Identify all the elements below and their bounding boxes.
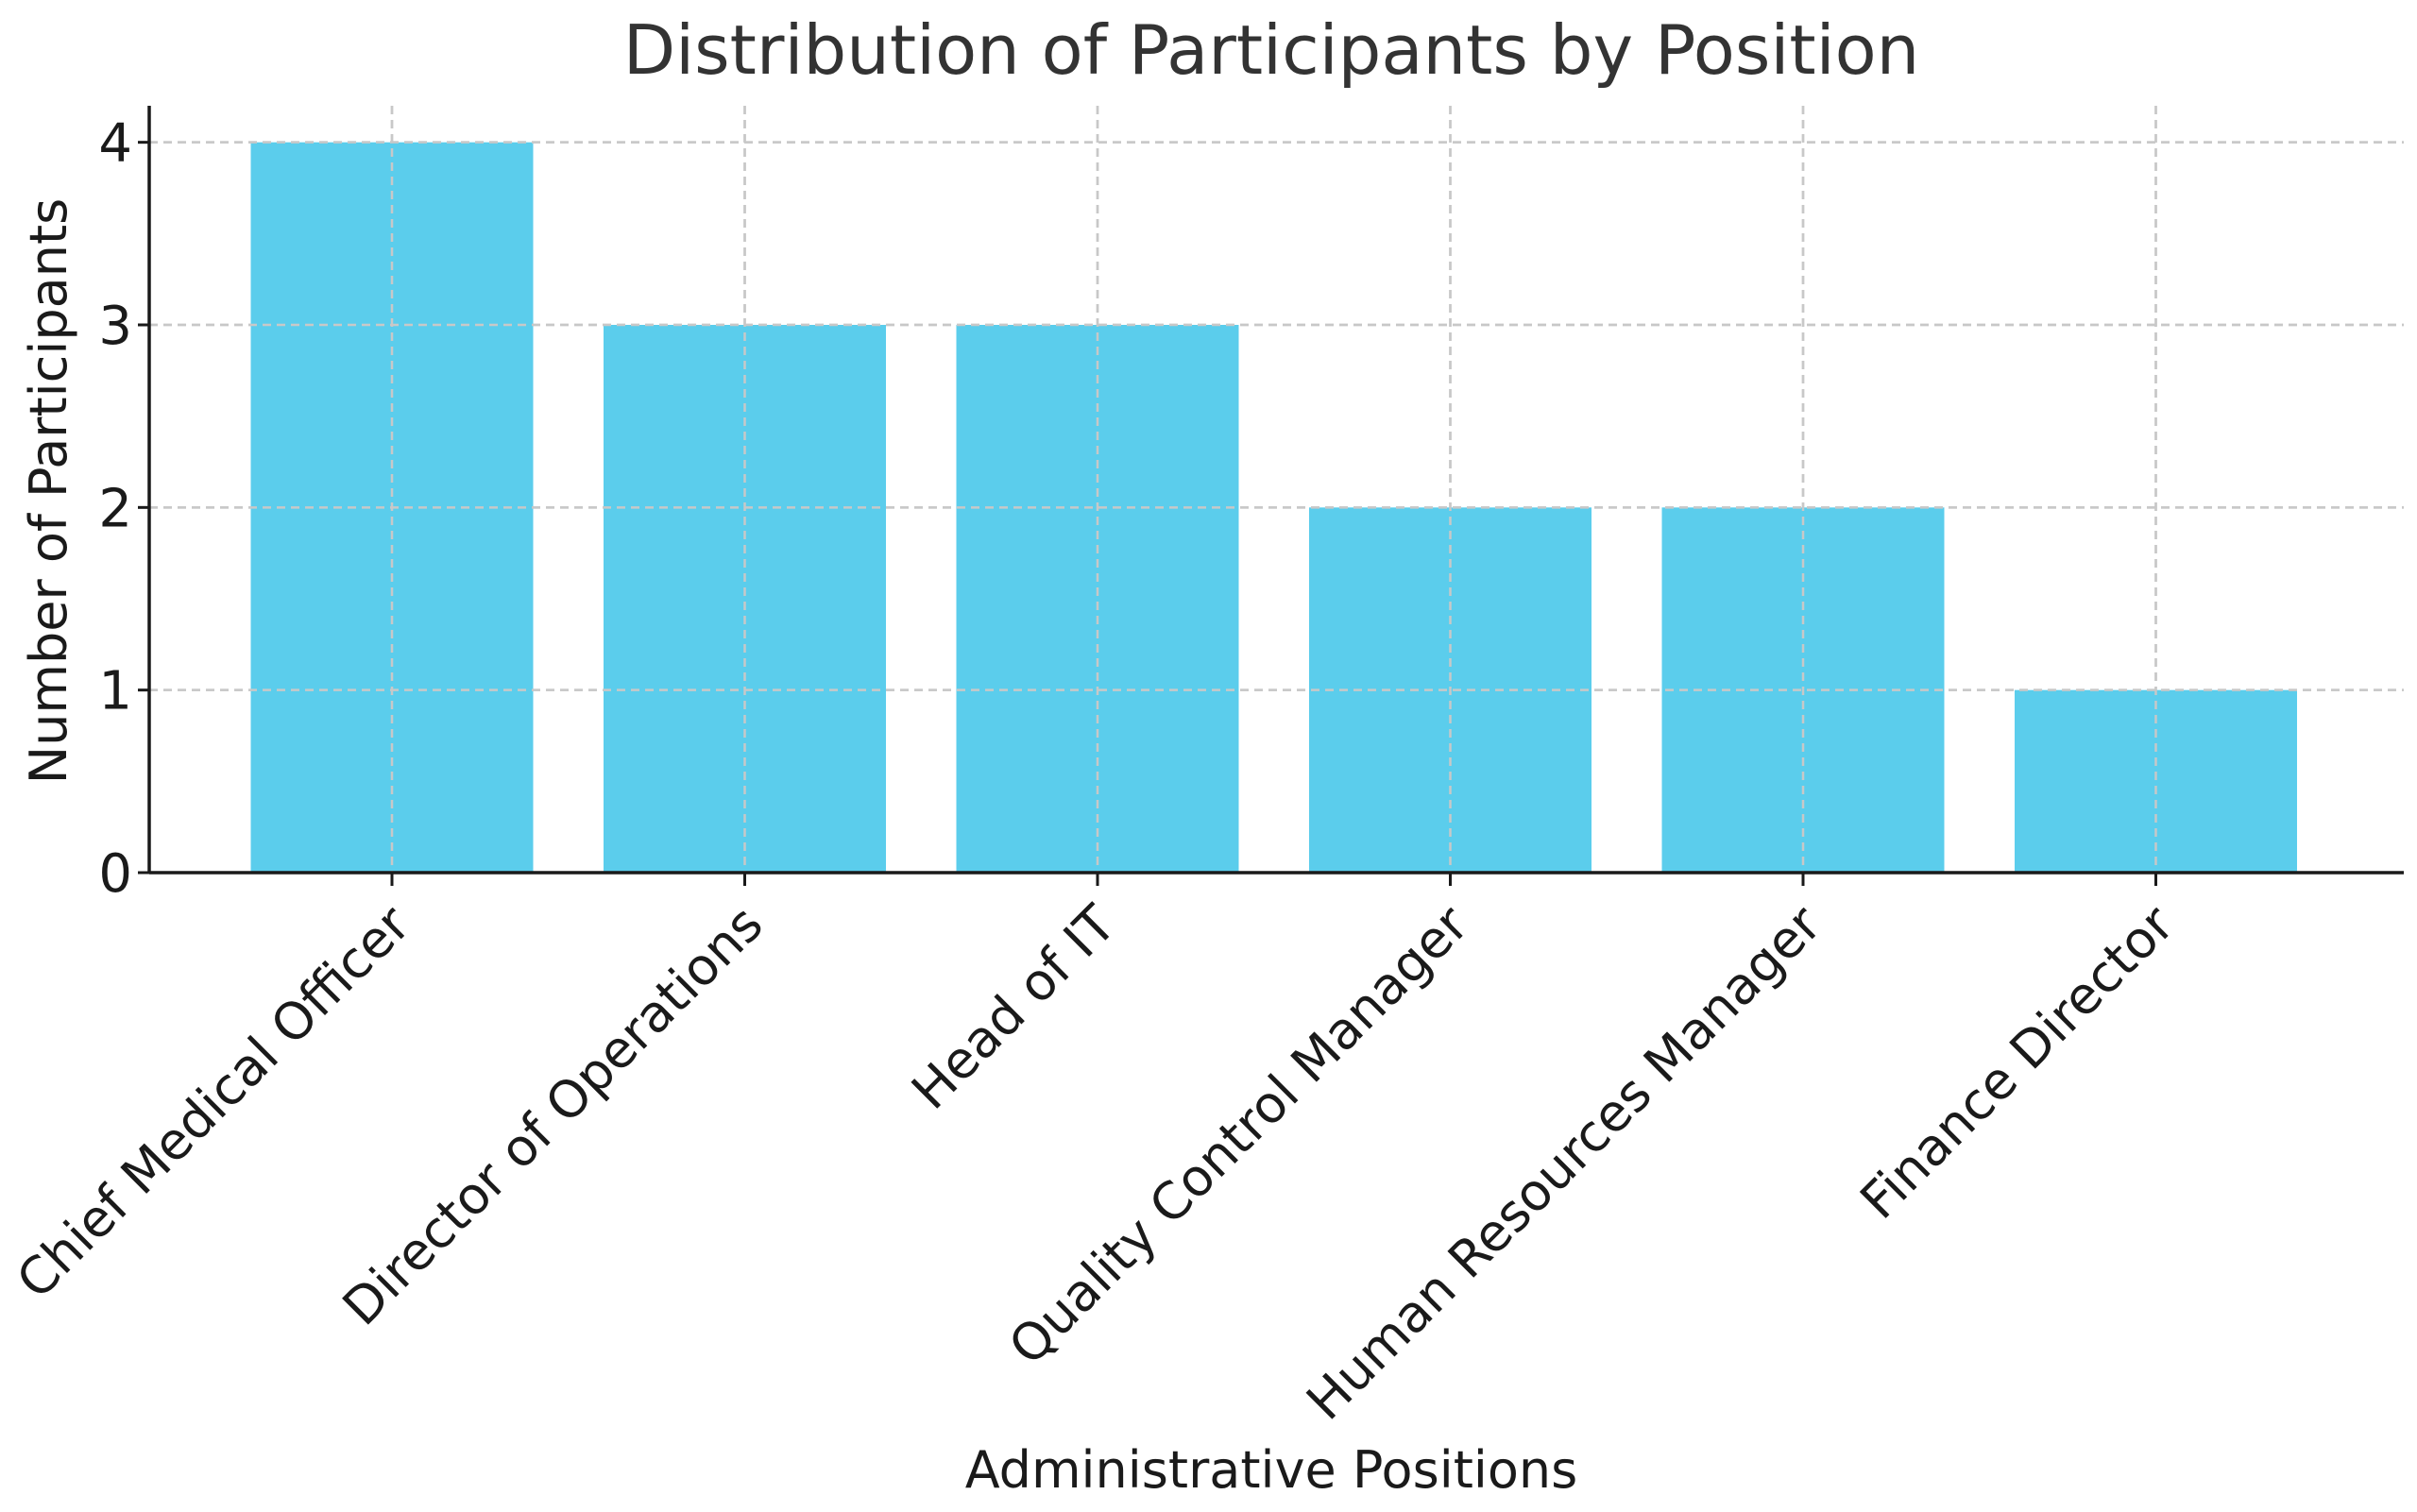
bar-layer xyxy=(149,106,2404,873)
bar xyxy=(956,325,1239,873)
axis-layer xyxy=(147,106,2404,875)
y-tick-label: 2 xyxy=(98,478,132,539)
y-tick-label: 3 xyxy=(98,296,132,357)
chart-title: Distribution of Participants by Position xyxy=(623,10,1920,90)
y-tick-label: 0 xyxy=(98,843,132,905)
y-tick-label: 1 xyxy=(98,661,132,722)
y-tick-layer: 0 1 2 3 4 xyxy=(98,113,149,905)
y-axis-label: Number of Participants xyxy=(19,198,78,785)
y-tick-label: 4 xyxy=(98,113,132,175)
bar xyxy=(604,325,886,873)
x-axis-label: Administrative Positions xyxy=(965,1440,1578,1500)
